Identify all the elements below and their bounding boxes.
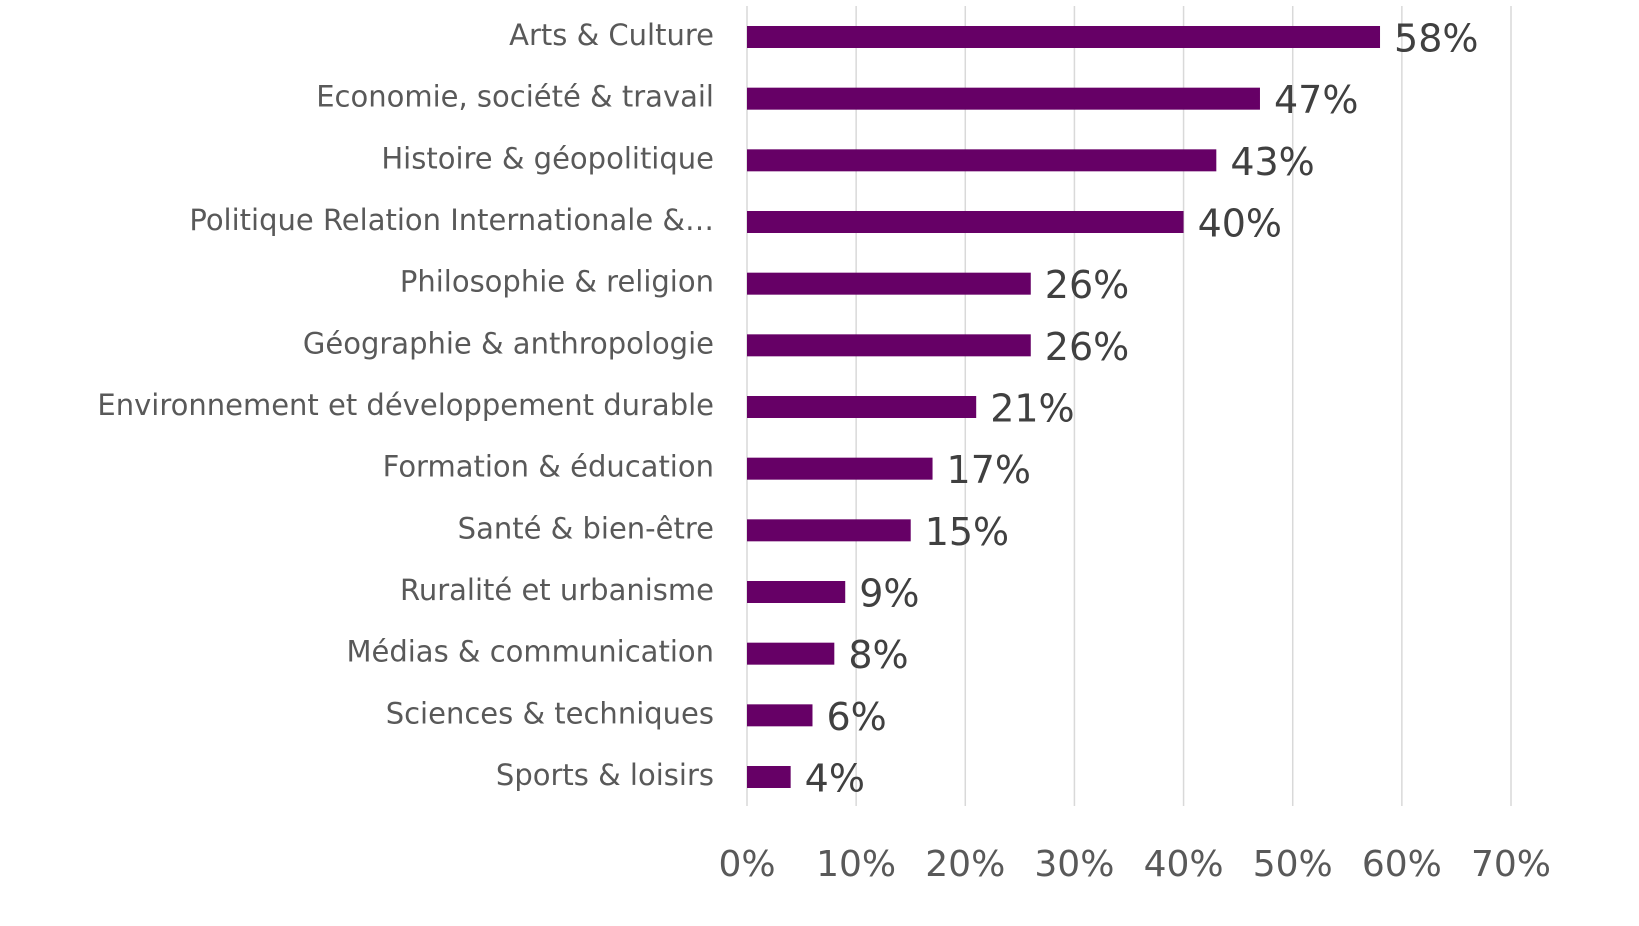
bar [747, 272, 1031, 295]
bar [747, 704, 813, 727]
x-tick-label: 0% [718, 844, 775, 885]
data-label: 6% [826, 695, 886, 739]
x-tick-label: 50% [1253, 844, 1333, 885]
category-label: Sciences & techniques [386, 696, 714, 730]
category-label: Arts & Culture [509, 18, 714, 52]
bar [747, 87, 1260, 110]
bar [747, 334, 1031, 357]
bar [747, 396, 977, 418]
data-label: 15% [925, 510, 1009, 554]
data-label: 26% [1045, 325, 1129, 369]
data-label: 47% [1274, 78, 1358, 122]
category-label: Formation & éducation [383, 450, 714, 484]
bar [747, 457, 933, 480]
category-label: Géographie & anthropologie [303, 326, 714, 360]
data-label: 9% [859, 572, 919, 616]
category-label: Environnement et développement durable [97, 388, 714, 422]
bar [747, 581, 846, 603]
data-label: 58% [1394, 17, 1478, 61]
category-label: Santé & bien-être [458, 511, 714, 545]
x-tick-label: 70% [1471, 844, 1551, 885]
category-label: Ruralité et urbanisme [400, 573, 714, 607]
data-label: 4% [805, 757, 865, 801]
data-label: 43% [1230, 140, 1314, 184]
x-tick-label: 10% [816, 844, 896, 885]
bar [747, 766, 791, 788]
bar [747, 642, 835, 665]
bar [747, 26, 1381, 48]
bar [747, 519, 911, 542]
category-label: Economie, société & travail [316, 80, 714, 114]
x-tick-label: 30% [1034, 844, 1114, 885]
data-label: 17% [947, 448, 1031, 492]
bar [747, 211, 1184, 233]
data-label: 21% [990, 387, 1074, 431]
category-label: Philosophie & religion [400, 265, 714, 299]
category-label: Histoire & géopolitique [381, 141, 714, 175]
x-tick-label: 40% [1144, 844, 1224, 885]
data-label: 26% [1045, 263, 1129, 307]
bar [747, 149, 1217, 172]
x-tick-label: 20% [925, 844, 1005, 885]
category-label: Politique Relation Internationale &… [189, 203, 714, 237]
data-label: 40% [1198, 202, 1282, 246]
data-label: 8% [848, 633, 908, 677]
category-label: Médias & communication [346, 635, 714, 669]
x-tick-label: 60% [1362, 844, 1442, 885]
category-label: Sports & loisirs [496, 758, 714, 792]
